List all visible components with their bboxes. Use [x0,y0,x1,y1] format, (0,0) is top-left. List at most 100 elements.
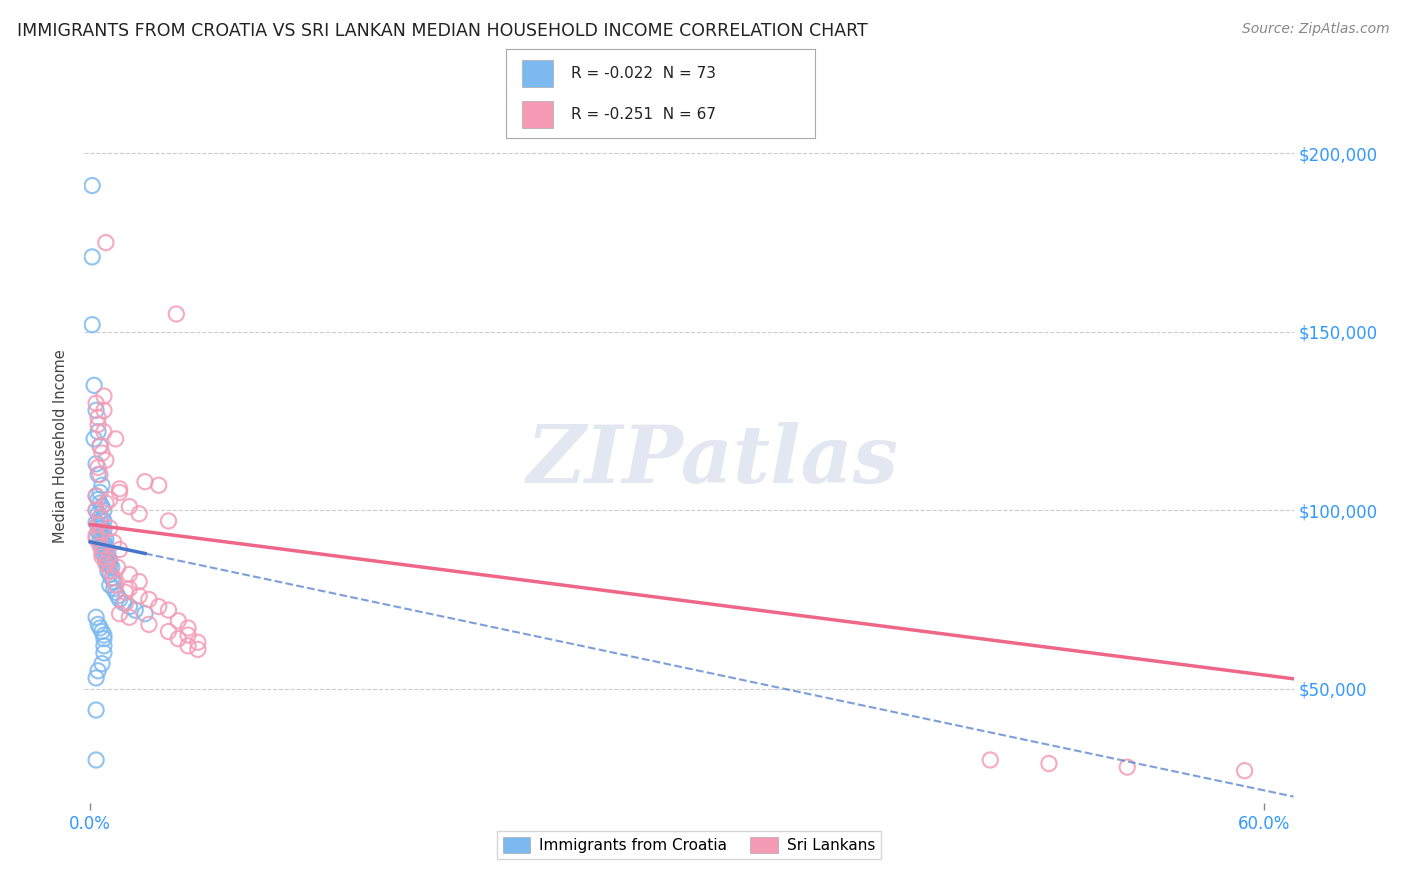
Point [98,521,121,535]
Point [91,546,114,560]
Point [98,492,121,507]
Point [91,524,114,539]
Point [93,628,115,642]
Point [84,516,107,530]
Point [87,517,110,532]
Legend: Immigrants from Croatia, Sri Lankans: Immigrants from Croatia, Sri Lankans [496,831,882,859]
Point [93,503,115,517]
Point [89,496,111,510]
Point [94,496,117,510]
Point [84,671,107,685]
Point [103,582,125,596]
Text: R = -0.022  N = 73: R = -0.022 N = 73 [571,66,716,80]
Point [93,530,115,544]
Point [98,553,121,567]
Point [93,639,115,653]
Point [167,614,190,628]
Point [98,567,121,582]
Point [87,410,110,425]
Point [138,592,160,607]
Point [157,603,180,617]
Point [104,585,127,599]
Point [93,548,115,562]
Point [84,403,107,417]
Point [94,557,117,571]
Point [167,632,190,646]
Point [84,396,107,410]
Point [138,617,160,632]
Point [177,628,200,642]
Point [94,532,117,546]
Text: IMMIGRANTS FROM CROATIA VS SRI LANKAN MEDIAN HOUSEHOLD INCOME CORRELATION CHART: IMMIGRANTS FROM CROATIA VS SRI LANKAN ME… [17,22,868,40]
Point [87,492,110,507]
Point [91,478,114,492]
Point [93,514,115,528]
Point [89,439,111,453]
Point [177,621,200,635]
Point [89,467,111,482]
Point [148,599,170,614]
Point [91,541,114,555]
Point [1038,756,1060,771]
Point [91,528,114,542]
Point [82,178,104,193]
Point [82,318,104,332]
Point [98,578,121,592]
Point [103,574,125,589]
Point [89,519,111,533]
Point [87,460,110,475]
Point [124,603,146,617]
Point [93,646,115,660]
Point [157,624,180,639]
Point [118,567,141,582]
Point [104,578,127,592]
Point [108,482,131,496]
Point [83,378,105,392]
Point [89,526,111,541]
Point [84,703,107,717]
Point [87,617,110,632]
Point [128,589,150,603]
Point [91,624,114,639]
Point [118,582,141,596]
Point [94,453,117,467]
Point [112,596,135,610]
Point [979,753,1001,767]
Point [87,524,110,539]
Point [108,542,131,557]
Point [108,485,131,500]
Point [91,446,114,460]
Point [82,250,104,264]
Point [83,432,105,446]
Point [97,557,120,571]
Point [98,564,121,578]
Point [94,549,117,564]
Point [84,489,107,503]
Point [87,467,110,482]
Point [93,537,115,551]
Point [84,503,107,517]
Point [84,503,107,517]
Text: ZIPatlas: ZIPatlas [527,422,900,499]
Point [107,560,129,574]
Point [134,607,156,621]
Bar [522,101,553,128]
Point [87,417,110,432]
Point [91,500,114,514]
Point [89,510,111,524]
Point [177,639,200,653]
Point [94,555,117,569]
Point [118,610,141,624]
Point [108,592,131,607]
Point [93,425,115,439]
Point [89,510,111,524]
Point [84,753,107,767]
Point [91,512,114,526]
Y-axis label: Median Household Income: Median Household Income [53,349,69,543]
Text: R = -0.251  N = 67: R = -0.251 N = 67 [571,107,716,121]
Point [93,632,115,646]
Point [91,657,114,671]
Point [97,551,120,566]
Point [97,553,120,567]
Point [89,539,111,553]
